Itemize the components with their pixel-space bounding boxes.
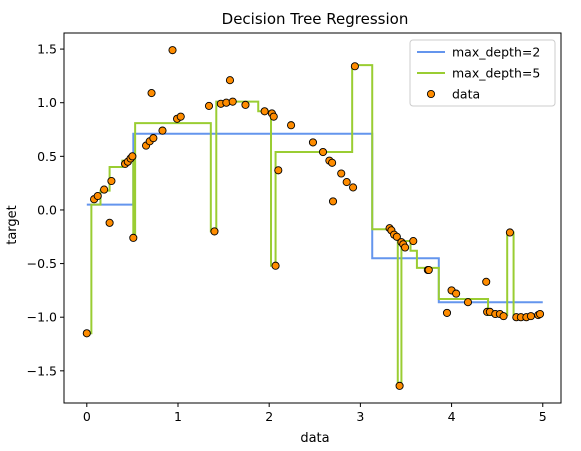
data-point [328,197,338,206]
axes: 0 1 2 3 4 5 −1.5 −1.0 −0.5 0.0 0.5 1.0 1.5 [27,32,562,424]
y-tick-label: 0.5 [37,149,57,164]
y-tick-label: −0.5 [27,256,57,271]
legend-label-max-depth-2: max_depth=2 [452,45,540,60]
data-point [424,265,433,275]
data-point [526,312,535,321]
data-point [105,218,114,227]
x-axis-label: data [300,431,329,446]
data-point [107,176,116,186]
x-tick-label: 2 [265,409,273,424]
data-point [271,261,280,270]
legend-swatch-data [426,89,436,99]
data-point [274,166,283,175]
data-point [342,178,351,187]
x-tick-label: 0 [83,409,91,424]
data-point [147,89,156,98]
data-point [129,233,138,242]
data-point [204,101,214,110]
series-line-max-depth-2 [86,132,543,304]
x-tick-label: 1 [174,409,182,424]
y-tick-label: 1.0 [37,95,57,110]
x-tick-label: 4 [448,409,456,424]
data-point [82,329,91,338]
x-tick-label: 5 [539,409,547,424]
data-point [409,237,418,246]
data-point [128,152,137,161]
data-point [93,191,102,201]
data-point [328,158,337,167]
data-point [241,100,250,109]
data-point [482,277,491,286]
data-point [269,112,278,121]
chart-title: Decision Tree Regression [222,10,409,28]
plot-area [82,46,545,390]
y-axis-label: target [5,205,20,245]
x-tick-label: 3 [356,409,364,424]
data-point [349,183,358,192]
data-point [401,243,410,252]
data-point [228,97,237,106]
data-point [210,227,219,236]
data-point [158,126,167,135]
data-point [442,308,452,317]
data-point [176,112,185,121]
series-line-max-depth-5 [86,64,543,387]
data-point [463,298,473,307]
legend-box [409,39,556,107]
data-point [308,138,318,147]
plot-frame [63,32,562,404]
data-point [260,107,269,116]
data-point [100,185,109,194]
data-point [350,62,359,71]
data-point [505,228,514,237]
legend-label-max-depth-5: max_depth=5 [452,66,540,81]
data-point [225,76,235,85]
y-tick-label: −1.5 [27,363,57,378]
data-point [395,381,404,390]
data-point [535,309,545,319]
data-point [318,147,328,157]
y-tick-label: −1.0 [27,310,57,325]
y-tick-label: 1.5 [37,42,57,57]
data-point [149,134,158,143]
data-point [337,169,346,178]
data-point [499,312,508,321]
legend-label-data: data [452,87,480,102]
data-point [168,46,177,55]
y-tick-label: 0.0 [37,202,57,217]
data-point [452,289,461,298]
data-point [287,121,296,130]
data-point [392,232,401,241]
